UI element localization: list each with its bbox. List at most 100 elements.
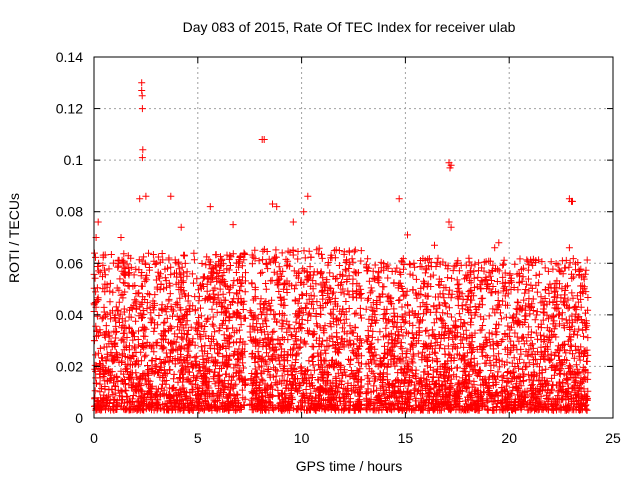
data-point <box>565 263 573 271</box>
data-point <box>309 361 317 369</box>
data-point <box>132 349 140 356</box>
data-point <box>146 377 154 385</box>
data-point <box>345 305 353 312</box>
data-point <box>346 395 354 403</box>
data-point <box>250 313 258 321</box>
data-point <box>229 221 237 229</box>
data-point <box>105 265 113 273</box>
data-point <box>109 391 117 399</box>
data-point <box>576 356 584 364</box>
data-point <box>212 404 220 412</box>
data-point <box>172 300 180 308</box>
data-point <box>211 294 219 302</box>
data-point <box>317 356 325 364</box>
data-point <box>293 350 300 358</box>
data-point <box>184 368 192 376</box>
data-point <box>221 377 229 385</box>
data-point <box>490 345 497 353</box>
data-point <box>205 356 213 364</box>
data-point <box>376 328 384 336</box>
data-point <box>332 348 339 356</box>
data-point <box>134 397 142 405</box>
data-point <box>203 354 211 362</box>
data-point <box>300 247 308 255</box>
data-point <box>263 349 270 357</box>
data-point <box>175 265 183 273</box>
data-point <box>161 318 169 326</box>
data-point <box>145 264 153 271</box>
data-point <box>160 377 168 385</box>
data-point <box>99 261 107 269</box>
data-point <box>103 367 111 374</box>
data-point <box>126 325 133 332</box>
data-point <box>137 300 145 308</box>
data-point <box>311 404 319 412</box>
data-point <box>194 320 202 328</box>
data-point <box>171 402 179 410</box>
data-point <box>415 324 423 332</box>
data-point <box>204 350 212 358</box>
data-point <box>235 326 243 334</box>
data-point <box>178 369 186 377</box>
data-point <box>160 359 168 367</box>
data-point <box>139 282 146 290</box>
data-point <box>225 255 233 263</box>
data-point <box>238 351 246 359</box>
data-point <box>187 360 195 368</box>
data-point <box>113 402 121 410</box>
data-point <box>240 314 248 322</box>
data-point <box>317 311 325 318</box>
data-point <box>102 356 110 364</box>
data-point <box>226 314 234 322</box>
data-point <box>224 340 232 348</box>
data-point <box>265 255 273 263</box>
data-point <box>203 280 211 288</box>
data-point <box>184 297 192 305</box>
data-point <box>276 377 284 385</box>
data-point <box>305 357 313 365</box>
data-point <box>309 277 317 285</box>
data-point <box>304 192 312 200</box>
data-point <box>337 281 345 289</box>
data-point <box>326 269 334 277</box>
data-point <box>125 269 132 277</box>
data-point <box>131 333 138 341</box>
data-point <box>126 306 133 314</box>
data-point <box>129 392 137 399</box>
data-point <box>116 310 124 318</box>
data-point <box>553 300 561 308</box>
data-point <box>175 326 183 334</box>
data-point <box>180 344 188 352</box>
data-point <box>210 358 218 365</box>
data-point <box>354 368 362 376</box>
data-point <box>485 312 493 320</box>
data-point <box>148 401 156 409</box>
data-point <box>533 311 541 319</box>
data-point <box>198 322 206 330</box>
data-point <box>123 260 131 268</box>
data-point <box>115 298 123 306</box>
data-point <box>292 318 300 326</box>
data-point <box>121 279 129 287</box>
data-point <box>322 349 330 357</box>
data-point <box>340 400 348 408</box>
data-point <box>97 360 105 368</box>
data-point <box>231 397 238 405</box>
data-point <box>332 300 339 308</box>
data-point <box>257 295 265 303</box>
data-point <box>217 253 224 261</box>
data-point <box>134 405 142 413</box>
data-point <box>101 271 109 279</box>
data-point <box>502 301 510 309</box>
data-point <box>301 304 309 312</box>
data-point <box>402 353 410 361</box>
data-point <box>232 380 240 388</box>
data-point <box>495 239 503 247</box>
data-point <box>272 355 280 363</box>
data-point <box>345 265 353 272</box>
data-point <box>165 338 172 346</box>
data-point <box>178 277 186 285</box>
data-point <box>100 343 108 351</box>
data-point <box>584 334 592 342</box>
data-point <box>121 386 129 394</box>
